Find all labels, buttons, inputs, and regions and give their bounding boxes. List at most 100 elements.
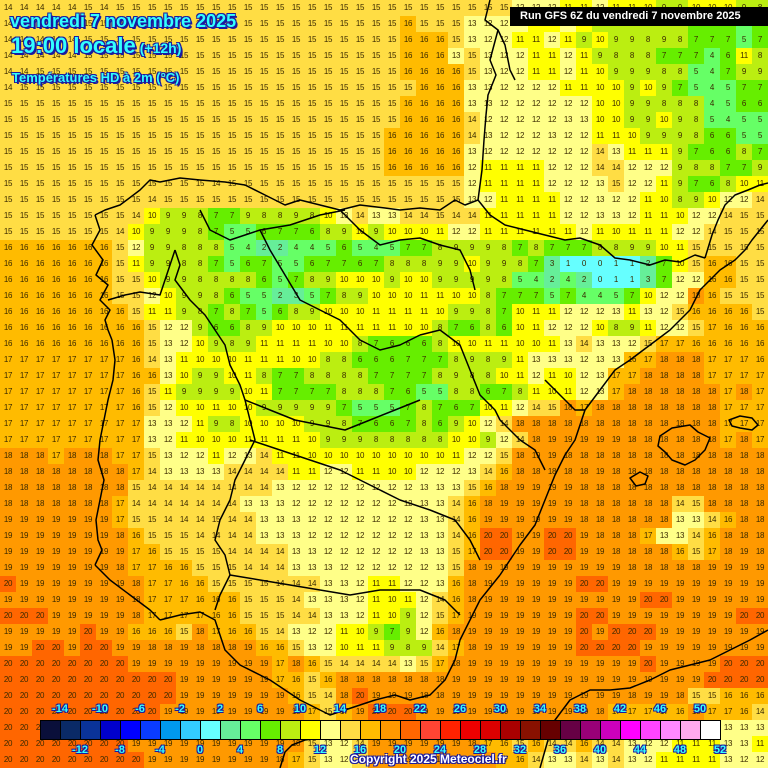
temperature-cell: 15 — [144, 96, 160, 112]
temperature-cell: 6 — [752, 96, 768, 112]
temperature-cell: 11 — [272, 336, 288, 352]
temperature-cell: 8 — [480, 320, 496, 336]
temperature-cell: 18 — [704, 400, 720, 416]
temperature-cell: 20 — [96, 688, 112, 704]
temperature-cell: 18 — [752, 544, 768, 560]
temperature-cell: 18 — [688, 464, 704, 480]
temperature-cell: 8 — [192, 224, 208, 240]
temperature-cell: 15 — [80, 208, 96, 224]
temperature-cell: 18 — [624, 400, 640, 416]
temperature-cell: 18 — [416, 672, 432, 688]
temperature-cell: 4 — [704, 80, 720, 96]
temperature-cell: 18 — [592, 480, 608, 496]
temperature-cell: 17 — [640, 528, 656, 544]
temperature-cell: 19 — [592, 624, 608, 640]
temperature-cell: 18 — [496, 480, 512, 496]
temperature-cell: 8 — [192, 240, 208, 256]
temperature-cell: 19 — [64, 592, 80, 608]
temperature-cell: 14 — [48, 32, 64, 48]
temperature-cell: 11 — [512, 192, 528, 208]
temperature-cell: 17 — [112, 448, 128, 464]
temperature-cell: 14 — [336, 656, 352, 672]
temperature-cell: 14 — [432, 640, 448, 656]
temperature-cell: 20 — [64, 656, 80, 672]
temperature-cell: 19 — [112, 544, 128, 560]
temperature-cell: 11 — [304, 336, 320, 352]
temperature-cell: 14 — [272, 624, 288, 640]
temperature-cell: 15 — [320, 112, 336, 128]
temperature-cell: 10 — [416, 272, 432, 288]
temperature-cell: 15 — [288, 80, 304, 96]
temperature-cell: 14 — [64, 48, 80, 64]
temperature-cell: 19 — [32, 544, 48, 560]
temperature-cell: 9 — [496, 352, 512, 368]
temperature-cell: 11 — [160, 304, 176, 320]
temperature-cell: 15 — [128, 128, 144, 144]
temperature-cell: 8 — [320, 352, 336, 368]
temperature-cell: 20 — [48, 704, 64, 720]
temperature-cell: 10 — [400, 224, 416, 240]
temperature-cell: 16 — [80, 304, 96, 320]
temperature-cell: 15 — [192, 48, 208, 64]
temperature-cell: 6 — [496, 320, 512, 336]
temperature-cell: 18 — [80, 464, 96, 480]
temperature-cell: 7 — [512, 288, 528, 304]
temperature-cell: 9 — [752, 64, 768, 80]
temperature-cell: 8 — [416, 400, 432, 416]
temperature-cell: 18 — [624, 544, 640, 560]
temperature-cell: 15 — [336, 176, 352, 192]
temperature-cell: 15 — [96, 80, 112, 96]
temperature-cell: 15 — [0, 208, 16, 224]
temperature-cell: 10 — [560, 368, 576, 384]
temperature-cell: 16 — [0, 256, 16, 272]
temperature-cell: 10 — [608, 224, 624, 240]
legend-top-label: 14 — [333, 703, 347, 715]
temperature-cell: 18 — [0, 448, 16, 464]
temperature-cell: 11 — [368, 576, 384, 592]
temperature-cell: 19 — [32, 576, 48, 592]
temperature-cell: 16 — [16, 272, 32, 288]
temperature-cell: 18 — [464, 592, 480, 608]
temperature-cell: 11 — [496, 192, 512, 208]
temperature-cell: 15 — [16, 144, 32, 160]
temperature-cell: 16 — [688, 304, 704, 320]
temperature-cell: 15 — [128, 96, 144, 112]
temperature-cell: 11 — [528, 176, 544, 192]
temperature-cell: 16 — [416, 128, 432, 144]
temperature-cell: 17 — [128, 544, 144, 560]
temperature-cell: 15 — [16, 80, 32, 96]
temperature-cell: 16 — [672, 544, 688, 560]
temperature-cell: 19 — [128, 640, 144, 656]
temperature-cell: 10 — [352, 272, 368, 288]
temperature-cell: 10 — [160, 288, 176, 304]
temperature-cell: 17 — [704, 544, 720, 560]
temperature-cell: 15 — [496, 448, 512, 464]
temperature-cell: 16 — [384, 144, 400, 160]
temperature-cell: 7 — [368, 256, 384, 272]
temperature-cell: 11 — [512, 160, 528, 176]
temperature-cell: 12 — [352, 512, 368, 528]
temperature-cell: 11 — [320, 320, 336, 336]
temperature-cell: 15 — [368, 32, 384, 48]
temperature-cell: 15 — [192, 0, 208, 16]
temperature-cell: 15 — [336, 96, 352, 112]
temperature-cell: 8 — [416, 256, 432, 272]
temperature-cell: 9 — [432, 256, 448, 272]
temperature-cell: 9 — [144, 256, 160, 272]
temperature-cell: 19 — [240, 640, 256, 656]
temperature-cell: 19 — [48, 592, 64, 608]
temperature-cell: 15 — [304, 112, 320, 128]
temperature-cell: 12 — [464, 160, 480, 176]
temperature-cell: 10 — [304, 352, 320, 368]
temperature-cell: 19 — [544, 640, 560, 656]
temperature-cell: 17 — [736, 352, 752, 368]
temperature-cell: 9 — [384, 640, 400, 656]
temperature-cell: 19 — [560, 432, 576, 448]
temperature-cell: 18 — [448, 656, 464, 672]
temperature-cell: 17 — [160, 576, 176, 592]
temperature-cell: 15 — [144, 16, 160, 32]
temperature-cell: 19 — [224, 672, 240, 688]
variable-title: Températures HD à 2m (°C) — [12, 70, 180, 85]
temperature-cell: 12 — [368, 480, 384, 496]
temperature-cell: 18 — [656, 448, 672, 464]
